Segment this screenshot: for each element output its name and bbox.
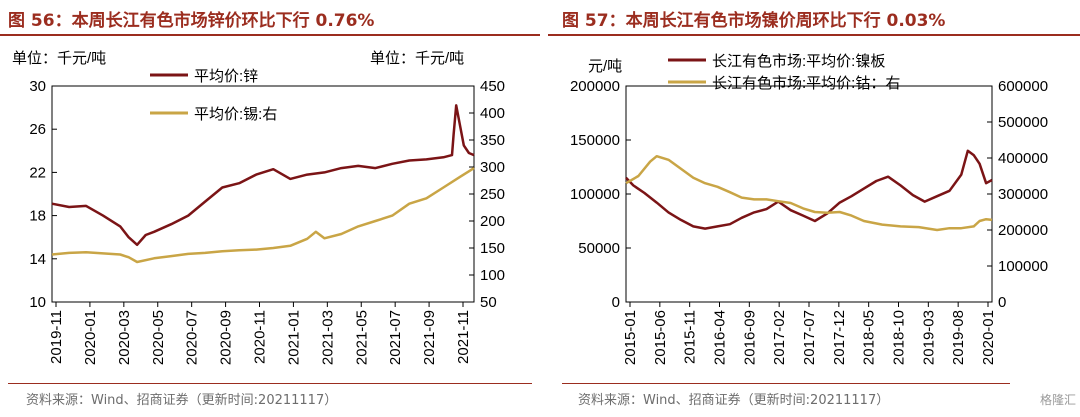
y-left-tick-label: 14 [29, 251, 46, 268]
y-left-tick-label: 100000 [570, 186, 620, 203]
y-right-tick-label: 150 [480, 240, 505, 257]
x-tick-label: 2017-02 [771, 310, 788, 365]
legend-label: 平均价:锡:右 [194, 106, 277, 123]
x-tick-label: 2019-11 [48, 310, 65, 364]
y-right-tick-label: 100 [480, 267, 505, 284]
x-tick-label: 2018-10 [891, 310, 908, 365]
x-tick-label: 2020-01 [82, 310, 99, 365]
x-tick-label: 2017-07 [801, 310, 818, 365]
y-right-tick-label: 600000 [998, 78, 1048, 95]
y-right-tick-label: 200000 [998, 222, 1048, 239]
y-right-tick-label: 400000 [998, 150, 1048, 167]
x-tick-label: 2020-07 [184, 310, 201, 365]
series-line-1 [51, 167, 475, 264]
x-tick-label: 2019-08 [950, 310, 967, 365]
y-right-tick-label: 250 [480, 186, 505, 203]
y-right-tick-label: 200 [480, 213, 505, 230]
chart-panel-nickel-cobalt: 图 57：本周长江有色市场镍价周环比下行 0.03% 元/吨 0 50000 100… [548, 0, 1080, 417]
y-right-tick-label: 350 [480, 132, 505, 149]
y-right-tick-label: 300 [480, 159, 505, 176]
x-tick-label: 2016-04 [712, 310, 729, 365]
y-left-tick-label: 200000 [570, 78, 620, 95]
y-left-tick-label: 26 [29, 121, 46, 138]
source-divider [8, 383, 532, 384]
source-note: 资料来源：Wind、招商证券（更新时间:20211117） [578, 393, 890, 408]
x-tick-label: 2021-07 [387, 310, 404, 365]
x-tick-label: 2015-11 [682, 310, 699, 364]
x-tick-label: 2016-09 [741, 310, 758, 365]
x-tick-label: 2020-03 [116, 310, 133, 365]
chart-title: 图 57：本周长江有色市场镍价周环比下行 0.03% [562, 11, 946, 31]
y-left-tick-label: 30 [29, 78, 46, 95]
watermark-logo: 格隆汇 [1039, 393, 1076, 407]
y-right-tick-label: 0 [998, 294, 1006, 311]
y-right-tick-label: 450 [480, 78, 505, 95]
x-tick-label: 2021-05 [353, 310, 370, 365]
x-tick-label: 2021-01 [285, 310, 302, 365]
y-left-tick-label: 50000 [578, 240, 620, 257]
chart-zinc-tin: 单位：千元/吨 单位：千元/吨 10 14 18 22 26 30 50 100 150 200 2… [12, 50, 505, 365]
unit-right-label: 单位：千元/吨 [370, 50, 464, 67]
series-line-0 [51, 104, 475, 247]
series-line-1 [625, 154, 993, 232]
title-divider [548, 34, 1080, 36]
x-tick-label: 2021-09 [421, 310, 438, 365]
y-right-tick-label: 100000 [998, 258, 1048, 275]
x-tick-label: 2015-06 [652, 310, 669, 365]
x-tick-label: 2019-03 [920, 310, 937, 365]
legend-label: 长江有色市场:平均价:钴：右 [712, 75, 900, 92]
unit-left-label: 单位：千元/吨 [12, 50, 106, 67]
x-tick-label: 2021-11 [455, 310, 472, 364]
plot-frame [625, 85, 993, 303]
source-divider [562, 383, 1010, 384]
chart-nickel-cobalt: 元/吨 0 50000 100000 150000 200000 0 100000 20000… [570, 52, 1048, 365]
y-left-tick-label: 150000 [570, 132, 620, 149]
x-tick-label: 2020-09 [218, 310, 235, 365]
source-note: 资料来源：Wind、招商证券（更新时间:20211117） [26, 393, 338, 408]
x-tick-label: 2021-03 [319, 310, 336, 365]
y-left-tick-label: 22 [29, 164, 46, 181]
x-tick-label: 2017-12 [831, 310, 848, 365]
x-tick-label: 2020-05 [150, 310, 167, 365]
title-divider [0, 34, 540, 36]
y-right-tick-label: 400 [480, 105, 505, 122]
y-right-tick-label: 300000 [998, 186, 1048, 203]
x-tick-label: 2015-01 [622, 310, 639, 365]
chart-panel-zinc-tin: 图 56：本周长江有色市场锌价环比下行 0.76% 单位：千元/吨 单位：千元/… [0, 11, 540, 408]
y-left-tick-label: 0 [612, 294, 620, 311]
x-tick-label: 2020-11 [252, 310, 269, 364]
unit-left-label: 元/吨 [588, 58, 622, 75]
legend-label: 平均价:锌 [194, 68, 258, 85]
series-line-0 [625, 149, 993, 230]
y-right-tick-label: 50 [480, 294, 497, 311]
y-left-tick-label: 10 [29, 294, 46, 311]
y-right-tick-label: 500000 [998, 114, 1048, 131]
x-tick-label: 2018-05 [861, 310, 878, 365]
legend-label: 长江有色市场:平均价:镍板 [712, 52, 885, 70]
chart-title: 图 56：本周长江有色市场锌价环比下行 0.76% [8, 11, 375, 31]
x-tick-label: 2020-01 [980, 310, 997, 365]
y-left-tick-label: 18 [29, 208, 46, 225]
